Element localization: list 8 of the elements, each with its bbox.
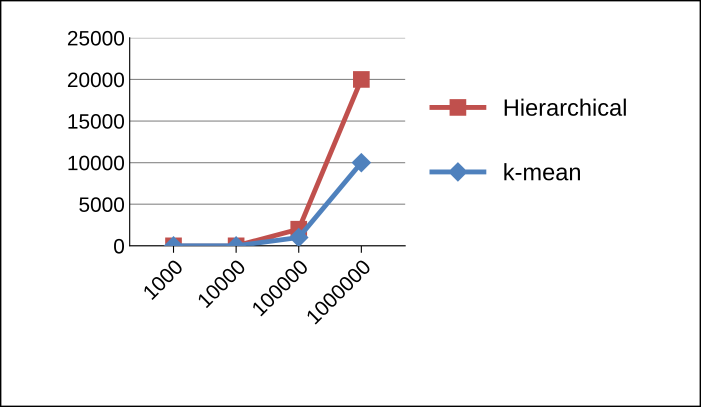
y-tick-label: 0 bbox=[114, 238, 124, 254]
y-tick-label: 20000 bbox=[68, 72, 124, 88]
y-tick-label: 25000 bbox=[68, 30, 124, 46]
y-tick-label: 5000 bbox=[79, 197, 124, 212]
legend-label: k-mean bbox=[504, 163, 580, 180]
y-tick-label: 15000 bbox=[68, 114, 124, 129]
legend-label: Hierarchical bbox=[504, 98, 626, 116]
y-tick-label: 10000 bbox=[68, 156, 124, 170]
